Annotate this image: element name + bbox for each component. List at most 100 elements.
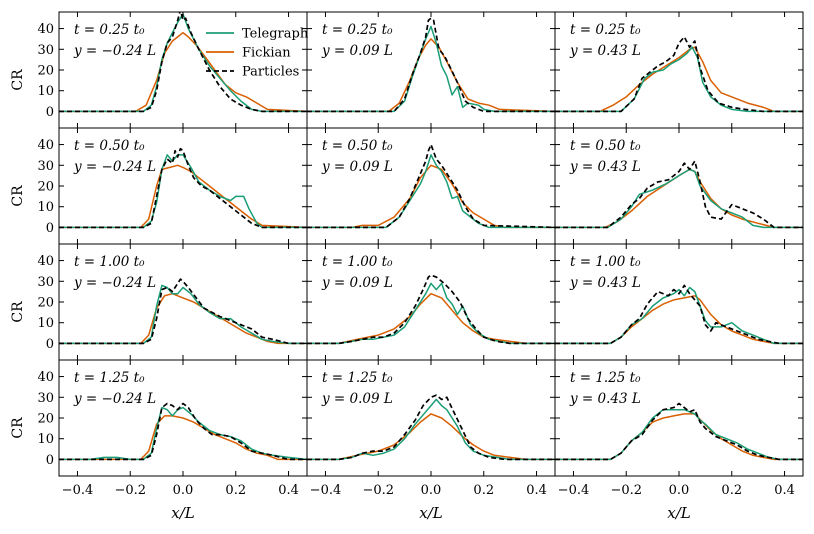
y-tick-label: 40 xyxy=(37,138,54,153)
y-axis-label: CR xyxy=(10,69,26,91)
series-fickian-r0-c0 xyxy=(59,31,307,113)
panel-position-label: y = −0.24 L xyxy=(73,391,156,407)
series-particles-r0-c1 xyxy=(307,17,555,113)
y-tick-label: 30 xyxy=(37,275,54,290)
series-particles-r0-c2 xyxy=(555,36,803,113)
y-tick-label: 10 xyxy=(37,432,54,447)
y-tick-label: 0 xyxy=(46,221,54,236)
x-tick-label: −0.2 xyxy=(362,483,394,498)
x-tick-label: −0.4 xyxy=(558,483,590,498)
panel-time-label: t = 0.25 t₀ xyxy=(74,22,145,38)
y-tick-label: 10 xyxy=(37,84,54,99)
series-telegraph-r2-c0 xyxy=(59,284,307,345)
y-tick-label: 0 xyxy=(46,453,54,468)
series-particles-r0-c0 xyxy=(59,12,307,113)
series-telegraph-r2-c2 xyxy=(555,286,803,345)
series-telegraph-r1-c2 xyxy=(555,168,803,229)
legend-label-telegraph: Telegraph xyxy=(242,27,309,42)
panel-position-label: y = −0.24 L xyxy=(73,43,156,59)
y-tick-label: 40 xyxy=(37,370,54,385)
panel-time-label: t = 0.25 t₀ xyxy=(570,22,641,38)
series-particles-r2-c0 xyxy=(59,278,307,345)
x-axis-label: x/L xyxy=(419,504,443,522)
series-particles-r2-c1 xyxy=(307,274,555,345)
y-tick-label: 30 xyxy=(37,43,54,58)
y-tick-label: 10 xyxy=(37,200,54,215)
series-fickian-r2-c1 xyxy=(307,292,555,345)
y-tick-label: 30 xyxy=(37,391,54,406)
series-fickian-r2-c0 xyxy=(59,292,307,345)
x-tick-label: 0.4 xyxy=(526,483,547,498)
legend-label-particles: Particles xyxy=(242,65,299,80)
panel-time-label: t = 1.25 t₀ xyxy=(322,370,393,386)
legend-label-fickian: Fickian xyxy=(242,46,291,61)
x-tick-label: 0.0 xyxy=(669,483,690,498)
series-fickian-r3-c1 xyxy=(307,413,555,461)
x-tick-label: 0.0 xyxy=(421,483,442,498)
series-particles-r3-c0 xyxy=(59,402,307,461)
series-particles-r1-c2 xyxy=(555,160,803,229)
y-tick-label: 0 xyxy=(46,105,54,120)
y-tick-label: 30 xyxy=(37,159,54,174)
x-tick-label: 0.2 xyxy=(721,483,742,498)
panel-position-label: y = 0.09 L xyxy=(321,391,393,407)
panel-time-label: t = 1.00 t₀ xyxy=(570,254,641,270)
panel-position-label: y = 0.43 L xyxy=(569,275,641,291)
series-fickian-r2-c2 xyxy=(555,295,803,345)
y-axis-label: CR xyxy=(10,301,26,323)
series-telegraph-r3-c1 xyxy=(307,398,555,461)
y-tick-label: 10 xyxy=(37,316,54,331)
x-tick-label: −0.2 xyxy=(610,483,642,498)
y-tick-label: 40 xyxy=(37,254,54,269)
panel-position-label: y = 0.43 L xyxy=(569,159,641,175)
y-tick-label: 0 xyxy=(46,337,54,352)
panel-position-label: y = −0.24 L xyxy=(73,159,156,175)
series-telegraph-r1-c0 xyxy=(59,154,307,229)
series-particles-r2-c2 xyxy=(555,284,803,345)
series-telegraph-r3-c2 xyxy=(555,408,803,461)
y-axis-label: CR xyxy=(10,417,26,439)
series-fickian-r3-c0 xyxy=(59,415,307,461)
x-tick-label: −0.2 xyxy=(114,483,146,498)
x-tick-label: 0.2 xyxy=(473,483,494,498)
panel-time-label: t = 0.50 t₀ xyxy=(74,138,145,154)
panel-position-label: y = 0.43 L xyxy=(569,391,641,407)
series-particles-r3-c2 xyxy=(555,402,803,461)
y-tick-label: 20 xyxy=(37,412,54,427)
x-axis-label: x/L xyxy=(667,504,691,522)
series-fickian-r1-c2 xyxy=(555,168,803,229)
y-tick-label: 20 xyxy=(37,180,54,195)
series-telegraph-r2-c1 xyxy=(307,282,555,345)
panel-position-label: y = 0.43 L xyxy=(569,43,641,59)
x-tick-label: 0.2 xyxy=(225,483,246,498)
y-tick-label: 20 xyxy=(37,64,54,79)
series-particles-r1-c0 xyxy=(59,147,307,229)
x-tick-label: 0.4 xyxy=(774,483,795,498)
y-tick-label: 20 xyxy=(37,296,54,311)
panel-time-label: t = 0.50 t₀ xyxy=(570,138,641,154)
panel-position-label: y = −0.24 L xyxy=(73,275,156,291)
panel-time-label: t = 1.00 t₀ xyxy=(74,254,145,270)
x-tick-label: 0.0 xyxy=(173,483,194,498)
panel-position-label: y = 0.09 L xyxy=(321,275,393,291)
panel-time-label: t = 1.00 t₀ xyxy=(322,254,393,270)
x-tick-label: −0.4 xyxy=(62,483,94,498)
panel-position-label: y = 0.09 L xyxy=(321,159,393,175)
x-axis-label: x/L xyxy=(171,504,195,522)
series-fickian-r1-c1 xyxy=(307,164,555,229)
series-telegraph-r0-c2 xyxy=(555,46,803,113)
series-telegraph-r3-c0 xyxy=(59,406,307,461)
x-tick-label: −0.4 xyxy=(310,483,342,498)
panel-time-label: t = 0.50 t₀ xyxy=(322,138,393,154)
series-particles-r1-c1 xyxy=(307,143,555,229)
panel-position-label: y = 0.09 L xyxy=(321,43,393,59)
panel-time-label: t = 1.25 t₀ xyxy=(74,370,145,386)
y-axis-label: CR xyxy=(10,185,26,207)
panel-time-label: t = 1.25 t₀ xyxy=(570,370,641,386)
series-fickian-r3-c2 xyxy=(555,413,803,461)
series-particles-r3-c1 xyxy=(307,394,555,461)
y-tick-label: 40 xyxy=(37,22,54,37)
panel-time-label: t = 0.25 t₀ xyxy=(322,22,393,38)
x-tick-label: 0.4 xyxy=(278,483,299,498)
